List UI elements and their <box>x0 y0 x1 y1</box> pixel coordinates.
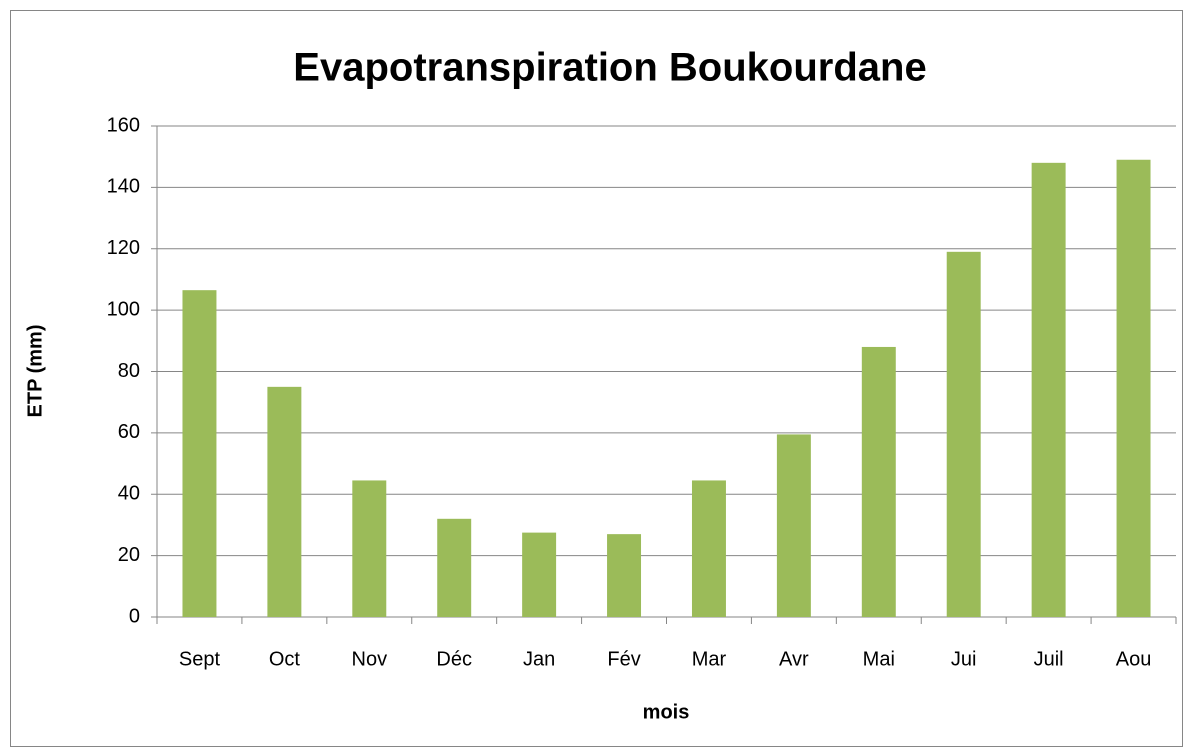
x-tick-label: Fév <box>607 648 640 670</box>
bar <box>607 534 642 617</box>
bar <box>267 386 302 617</box>
x-tick-label: Jan <box>523 648 555 670</box>
y-tick-label: 20 <box>118 544 140 566</box>
y-tick-label: 140 <box>107 176 140 198</box>
chart-title: Evapotranspiration Boukourdane <box>293 46 926 90</box>
x-tick-label: Avr <box>779 648 809 670</box>
x-tick-label: Mar <box>692 648 727 670</box>
bar <box>776 434 811 617</box>
x-tick-label: Jui <box>951 648 977 670</box>
bar <box>861 346 896 617</box>
y-tick-label: 120 <box>107 237 140 259</box>
bar <box>182 290 217 617</box>
bar <box>946 251 981 617</box>
bar <box>691 480 726 617</box>
y-tick-label: 40 <box>118 483 140 505</box>
x-axis-label: mois <box>643 701 690 723</box>
bar <box>352 480 387 617</box>
x-tick-label: Sept <box>179 648 221 670</box>
x-tick-label: Aou <box>1116 648 1152 670</box>
x-tick-label: Juil <box>1034 648 1064 670</box>
x-tick-label: Oct <box>269 648 301 670</box>
y-tick-label: 100 <box>107 298 140 320</box>
y-axis-label: ETP (mm) <box>24 325 46 418</box>
y-tick-label: 160 <box>107 114 140 136</box>
x-tick-label: Déc <box>436 648 472 670</box>
x-tick-label: Mai <box>863 648 895 670</box>
bar <box>1031 162 1066 617</box>
bar <box>522 532 557 617</box>
y-tick-label: 80 <box>118 360 140 382</box>
bar <box>1116 159 1151 617</box>
y-tick-label: 60 <box>118 421 140 443</box>
y-tick-label: 0 <box>129 605 140 627</box>
bar <box>437 518 472 617</box>
x-tick-label: Nov <box>352 648 388 670</box>
